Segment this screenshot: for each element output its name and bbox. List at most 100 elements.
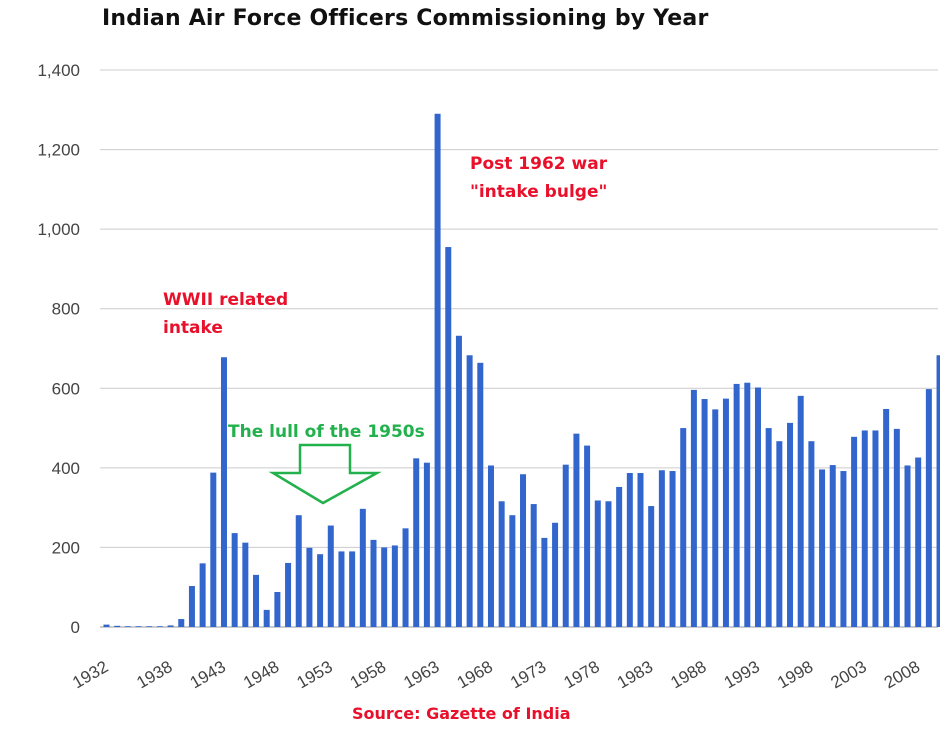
bar — [317, 554, 324, 627]
bar — [242, 542, 249, 627]
x-tick-label: 1983 — [614, 657, 656, 692]
x-tick-label: 1958 — [347, 657, 389, 692]
annotation-postwar-bulge: Post 1962 war "intake bulge" — [470, 150, 607, 206]
bar — [915, 457, 922, 627]
annotation-postwar-line1: Post 1962 war — [470, 154, 608, 174]
bar — [402, 528, 409, 627]
bar — [754, 387, 761, 627]
annotation-postwar-line2: "intake bulge" — [470, 182, 608, 202]
bar — [124, 626, 131, 628]
bar — [530, 504, 537, 627]
bar — [199, 563, 206, 627]
bar — [776, 441, 783, 627]
x-tick-label: 1978 — [561, 657, 603, 692]
bar — [370, 539, 377, 627]
x-tick-label: 1988 — [667, 657, 709, 692]
bar — [487, 465, 494, 627]
bar-chart: 0 200 400 600 800 1,000 1,200 1,400 1932 1938 194… — [37, 61, 940, 692]
y-tick-label: 600 — [52, 379, 80, 398]
bar — [680, 428, 687, 627]
bar — [178, 619, 185, 627]
bar — [893, 428, 900, 627]
gridlines — [100, 69, 938, 628]
lull-arrow-icon — [268, 443, 382, 505]
bar — [466, 355, 473, 627]
bar — [722, 398, 729, 627]
x-tick-label: 1963 — [400, 657, 442, 692]
y-axis-tick-labels: 0 200 400 600 800 1,000 1,200 1,400 — [37, 61, 80, 637]
bar — [381, 547, 388, 627]
bar — [669, 471, 676, 627]
x-tick-label: 1953 — [294, 657, 336, 692]
bar — [733, 383, 740, 627]
bar — [765, 428, 772, 627]
bar — [146, 626, 153, 628]
x-tick-label: 1993 — [721, 657, 763, 692]
bar — [658, 470, 665, 627]
bar — [594, 500, 601, 627]
x-axis-tick-labels: 1932 1938 1943 1948 1953 1958 1963 1968 1973 1978… — [69, 657, 923, 692]
bar — [520, 474, 527, 627]
bar — [477, 362, 484, 627]
bar — [883, 408, 890, 627]
bar — [509, 515, 516, 627]
x-tick-label: 1948 — [240, 657, 282, 692]
y-tick-label: 400 — [52, 459, 80, 478]
bar — [423, 462, 430, 627]
y-tick-label: 200 — [52, 538, 80, 557]
bar — [573, 433, 580, 627]
bar — [253, 574, 260, 627]
bar — [936, 355, 940, 627]
bar — [840, 471, 847, 627]
bar — [851, 436, 858, 627]
bar — [391, 545, 398, 627]
y-tick-label: 1,000 — [37, 220, 80, 239]
annotation-wwii-line2: intake — [163, 318, 223, 338]
bar — [327, 525, 334, 627]
bar — [925, 389, 932, 627]
y-tick-label: 0 — [71, 618, 80, 637]
x-tick-label: 1943 — [187, 657, 229, 692]
bar — [498, 501, 505, 627]
bar — [787, 422, 794, 627]
x-tick-label: 1973 — [507, 657, 549, 692]
bar — [167, 625, 174, 627]
bar — [648, 506, 655, 627]
x-tick-label: 1968 — [454, 657, 496, 692]
y-tick-label: 1,400 — [37, 61, 80, 80]
bar — [584, 445, 591, 627]
bar — [359, 508, 366, 627]
bar — [744, 382, 751, 627]
bar — [338, 551, 345, 627]
bar — [829, 465, 836, 627]
annotation-wwii-intake: WWII related intake — [163, 286, 288, 342]
bar — [616, 486, 623, 627]
bar — [434, 113, 441, 627]
bar — [220, 357, 227, 627]
bar — [712, 409, 719, 627]
x-tick-label: 1938 — [133, 657, 175, 692]
bar — [690, 389, 697, 627]
bar — [263, 609, 270, 627]
bar — [295, 515, 302, 627]
bar — [413, 458, 420, 627]
bar — [455, 335, 462, 627]
bar — [605, 501, 612, 627]
y-tick-label: 800 — [52, 300, 80, 319]
bar — [135, 626, 142, 628]
bar — [637, 473, 644, 627]
bar — [285, 562, 292, 627]
annotation-1950s-lull: The lull of the 1950s — [228, 422, 425, 442]
bar — [349, 551, 356, 627]
bar — [114, 625, 121, 627]
bar — [808, 441, 815, 627]
bar — [701, 399, 708, 627]
bar — [541, 537, 548, 627]
chart-title: Indian Air Force Officers Commissioning … — [102, 6, 709, 31]
bar — [819, 469, 826, 627]
bar — [562, 464, 569, 627]
x-tick-label: 2008 — [881, 657, 923, 692]
bar — [306, 547, 313, 627]
x-tick-label: 1932 — [69, 657, 111, 692]
bar — [274, 591, 281, 627]
